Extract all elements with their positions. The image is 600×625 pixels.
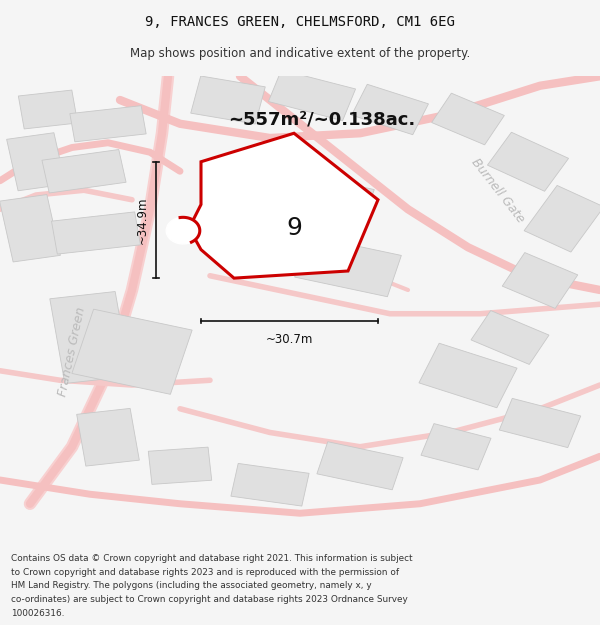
- Text: ~557m²/~0.138ac.: ~557m²/~0.138ac.: [228, 110, 415, 128]
- Text: Contains OS data © Crown copyright and database right 2021. This information is : Contains OS data © Crown copyright and d…: [11, 554, 412, 563]
- Text: 9, FRANCES GREEN, CHELMSFORD, CM1 6EG: 9, FRANCES GREEN, CHELMSFORD, CM1 6EG: [145, 15, 455, 29]
- Polygon shape: [42, 149, 126, 193]
- Polygon shape: [189, 133, 378, 278]
- Polygon shape: [499, 398, 581, 448]
- Polygon shape: [0, 194, 61, 262]
- Polygon shape: [231, 463, 309, 506]
- Polygon shape: [524, 186, 600, 252]
- Text: to Crown copyright and database rights 2023 and is reproduced with the permissio: to Crown copyright and database rights 2…: [11, 568, 399, 577]
- Text: Burnell Gate: Burnell Gate: [469, 156, 527, 225]
- Polygon shape: [502, 253, 578, 308]
- Polygon shape: [7, 132, 65, 191]
- Text: ~30.7m: ~30.7m: [266, 332, 313, 346]
- Text: ~34.9m: ~34.9m: [136, 196, 149, 244]
- Polygon shape: [295, 236, 401, 297]
- Polygon shape: [166, 217, 200, 244]
- Polygon shape: [52, 212, 140, 254]
- Polygon shape: [70, 106, 146, 142]
- Polygon shape: [148, 447, 212, 484]
- Text: Frances Green: Frances Green: [56, 306, 88, 398]
- Polygon shape: [421, 424, 491, 470]
- Polygon shape: [50, 291, 130, 384]
- Polygon shape: [317, 442, 403, 490]
- Polygon shape: [471, 311, 549, 364]
- Text: HM Land Registry. The polygons (including the associated geometry, namely x, y: HM Land Registry. The polygons (includin…: [11, 581, 371, 591]
- Polygon shape: [352, 84, 428, 135]
- Text: co-ordinates) are subject to Crown copyright and database rights 2023 Ordnance S: co-ordinates) are subject to Crown copyr…: [11, 595, 407, 604]
- Text: Map shows position and indicative extent of the property.: Map shows position and indicative extent…: [130, 48, 470, 60]
- Polygon shape: [419, 343, 517, 408]
- Text: 9: 9: [286, 216, 302, 240]
- Polygon shape: [191, 76, 265, 124]
- Polygon shape: [77, 408, 139, 466]
- Polygon shape: [19, 90, 77, 129]
- Polygon shape: [487, 132, 569, 191]
- Polygon shape: [268, 70, 356, 121]
- Polygon shape: [262, 169, 374, 231]
- Polygon shape: [431, 93, 505, 145]
- Polygon shape: [72, 309, 192, 394]
- Text: 100026316.: 100026316.: [11, 609, 64, 618]
